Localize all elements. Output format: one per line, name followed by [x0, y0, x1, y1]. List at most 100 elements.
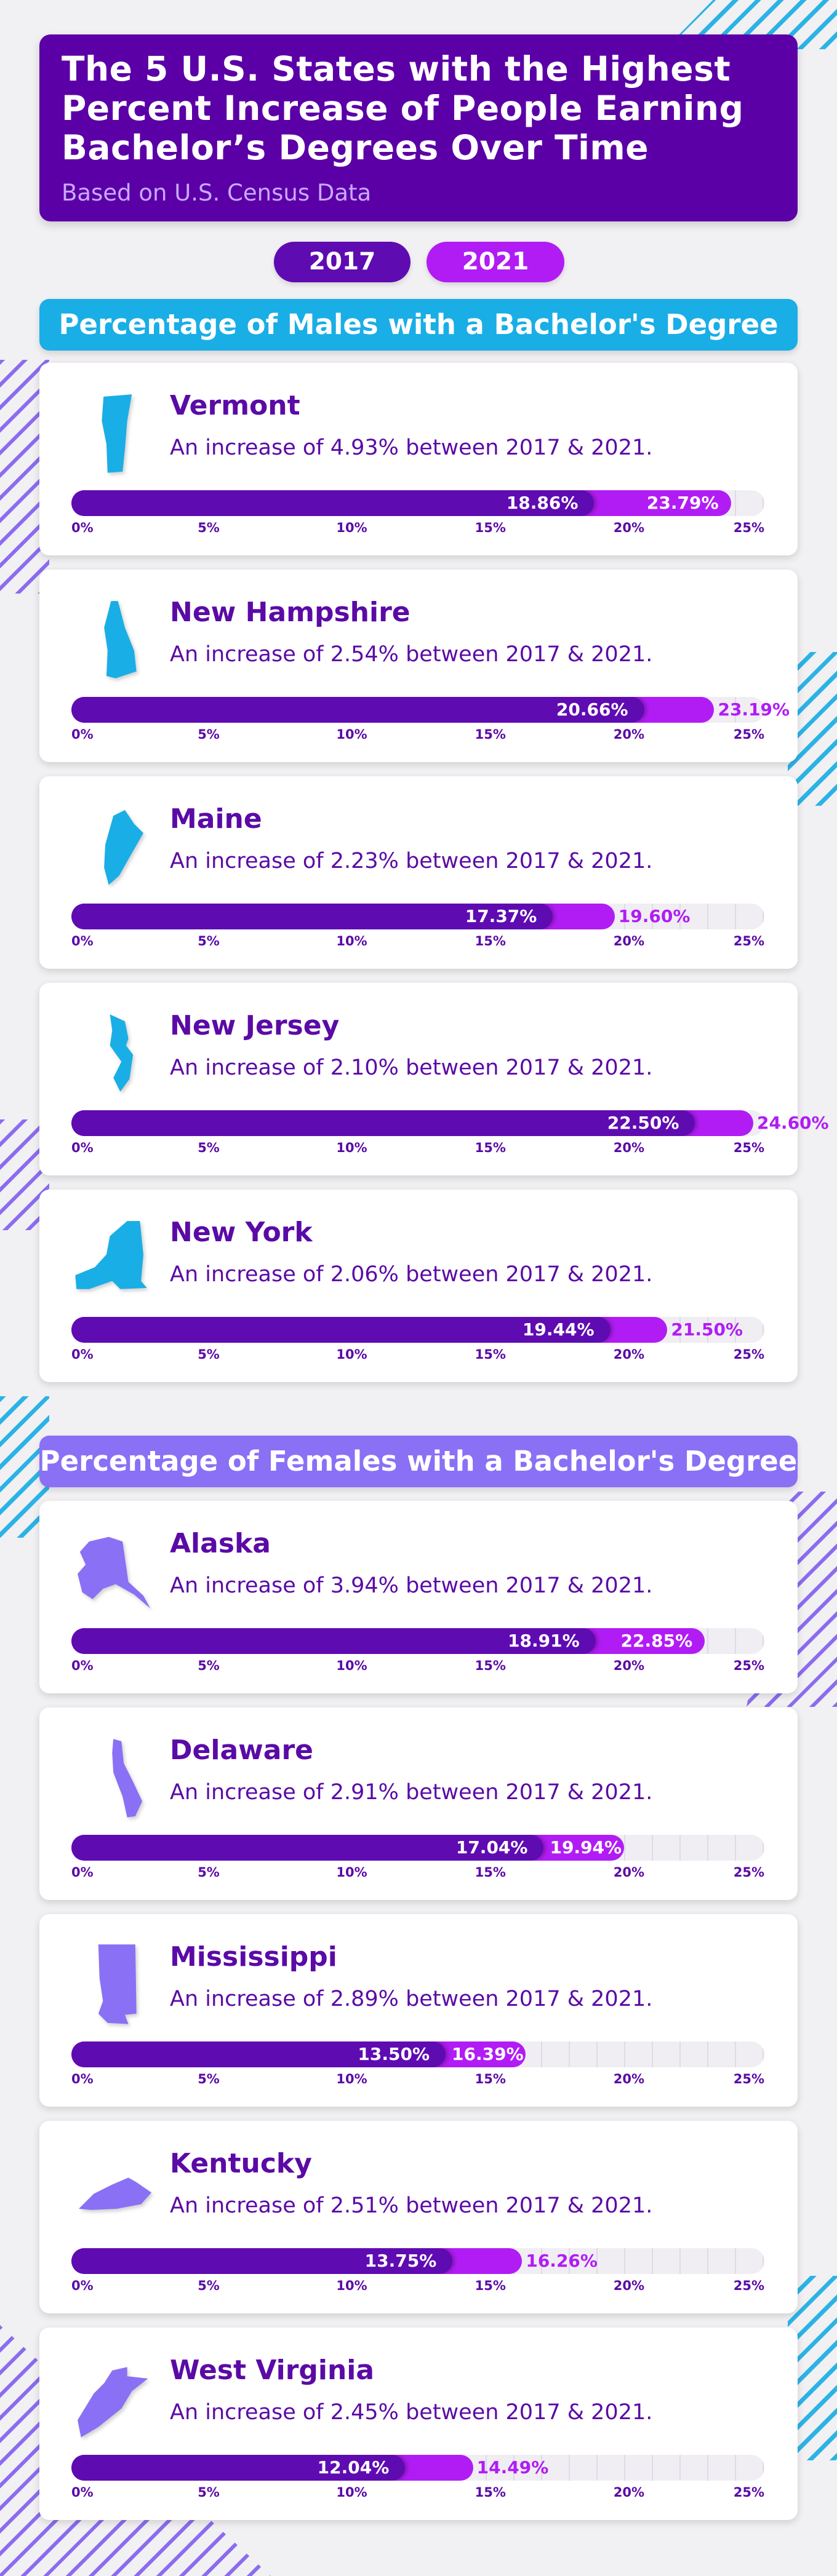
bar-track-clip [71, 1835, 764, 1861]
bar-track-clip [71, 1317, 764, 1343]
bar-2017 [71, 2248, 453, 2274]
bar-track-clip [71, 490, 764, 516]
tick-label: 10% [336, 934, 367, 948]
west-virginia-icon [69, 2351, 161, 2443]
tick-label: 15% [475, 1140, 506, 1155]
tick-label: 15% [475, 1865, 506, 1880]
females-section-title: Percentage of Females with a Bachelor's … [39, 1436, 798, 1487]
tick-label: 25% [733, 727, 764, 742]
state-card-new-hampshire: New Hampshire An increase of 2.54% betwee… [39, 570, 798, 762]
bar-2017 [71, 2041, 446, 2067]
tick-label: 5% [198, 934, 220, 948]
data-label-2017: 12.04% [317, 2457, 390, 2478]
data-label-2021: 19.94% [550, 1837, 622, 1858]
tick-label: 5% [198, 1140, 220, 1155]
tick-label: 20% [613, 520, 645, 535]
mississippi-icon [69, 1938, 161, 2030]
tick-label: 0% [71, 2485, 94, 2500]
maine-icon [69, 800, 161, 892]
data-label-2021: 21.50% [671, 1319, 743, 1340]
state-name: New Jersey [170, 1010, 340, 1041]
bar-2017 [71, 1835, 544, 1861]
x-axis-ticks: 0% 5% 10% 15% 20% 25% [71, 1347, 764, 1366]
tick-label: 0% [71, 1658, 94, 1673]
tick-label: 25% [733, 1865, 764, 1880]
new-york-icon [69, 1213, 161, 1305]
tick-label: 25% [733, 520, 764, 535]
increase-text: An increase of 2.45% between 2017 & 2021… [170, 2400, 653, 2425]
bar-track: 12.04% 14.49% [71, 2455, 764, 2481]
tick-label: 20% [613, 2485, 645, 2500]
tick-label: 20% [613, 2278, 645, 2293]
data-label-2021: 24.60% [756, 1113, 829, 1133]
tick-label: 0% [71, 934, 94, 948]
tick-label: 25% [733, 1140, 764, 1155]
tick-label: 15% [475, 2278, 506, 2293]
x-axis-ticks: 0% 5% 10% 15% 20% 25% [71, 727, 764, 745]
state-name: New York [170, 1217, 313, 1248]
increase-text: An increase of 2.06% between 2017 & 2021… [170, 1262, 653, 1287]
data-label-2021: 16.26% [526, 2251, 598, 2271]
bar-track-clip [71, 697, 764, 723]
tick-label: 20% [613, 1658, 645, 1673]
state-name: Kentucky [170, 2148, 312, 2179]
state-card-mississippi: Mississippi An increase of 2.89% between … [39, 1914, 798, 2107]
tick-label: 5% [198, 1347, 220, 1362]
x-axis-ticks: 0% 5% 10% 15% 20% 25% [71, 2278, 764, 2297]
increase-text: An increase of 2.54% between 2017 & 2021… [170, 642, 653, 667]
tick-label: 15% [475, 1347, 506, 1362]
data-label-2017: 20.66% [556, 699, 628, 720]
tick-label: 10% [336, 1658, 367, 1673]
bar-track-clip [71, 1628, 764, 1654]
tick-label: 20% [613, 1140, 645, 1155]
state-card-west-virginia: West Virginia An increase of 2.45% betwee… [39, 2328, 798, 2520]
state-card-new-jersey: New Jersey An increase of 2.10% between 2… [39, 983, 829, 1175]
tick-label: 20% [613, 2072, 645, 2086]
data-label-2021: 23.79% [646, 493, 719, 513]
bar-2017 [71, 490, 595, 516]
state-card-alaska: Alaska An increase of 3.94% between 2017 … [39, 1501, 798, 1693]
tick-label: 5% [198, 2278, 220, 2293]
bar-track: 19.44% 21.50% [71, 1317, 764, 1343]
bar-track: 17.04% 19.94% [71, 1835, 764, 1861]
data-label-2017: 18.86% [506, 493, 579, 513]
x-axis-ticks: 0% 5% 10% 15% 20% 25% [71, 1658, 764, 1677]
increase-text: An increase of 3.94% between 2017 & 2021… [170, 1573, 653, 1598]
state-name: Mississippi [170, 1941, 337, 1973]
tick-label: 5% [198, 1865, 220, 1880]
tick-label: 0% [71, 2278, 94, 2293]
tick-label: 20% [613, 727, 645, 742]
data-label-2021: 14.49% [476, 2457, 549, 2478]
state-card-new-york: New York An increase of 2.06% between 201… [39, 1190, 798, 1382]
data-label-2017: 22.50% [607, 1113, 679, 1133]
page-subtitle: Based on U.S. Census Data [62, 180, 372, 206]
data-label-2021: 22.85% [620, 1631, 693, 1651]
tick-label: 25% [733, 934, 764, 948]
page-header: The 5 U.S. States with the Highest Perce… [39, 34, 798, 221]
data-label-2017: 19.44% [522, 1319, 595, 1340]
state-card-vermont: Vermont An increase of 4.93% between 2017… [39, 363, 798, 555]
tick-label: 10% [336, 1347, 367, 1362]
tick-label: 0% [71, 2072, 94, 2086]
state-card-kentucky: Kentucky An increase of 2.51% between 201… [39, 2121, 798, 2313]
legend: 2017 2021 [0, 242, 837, 282]
bar-track-clip [71, 904, 764, 929]
page-title: The 5 U.S. States with the Highest Perce… [62, 49, 775, 167]
x-axis-ticks: 0% 5% 10% 15% 20% 25% [71, 520, 764, 539]
tick-label: 5% [198, 2072, 220, 2086]
new-hampshire-icon [69, 593, 161, 685]
tick-label: 10% [336, 1865, 367, 1880]
state-name: West Virginia [170, 2355, 375, 2386]
legend-2017: 2017 [274, 242, 410, 282]
tick-label: 20% [613, 1865, 645, 1880]
state-card-maine: Maine An increase of 2.23% between 2017 &… [39, 776, 798, 969]
title-line-3: Bachelor’s Degrees Over Time [62, 128, 649, 167]
state-name: Vermont [170, 390, 300, 421]
data-label-2021: 16.39% [452, 2044, 524, 2064]
tick-label: 25% [733, 2278, 764, 2293]
tick-label: 0% [71, 520, 94, 535]
tick-label: 0% [71, 727, 94, 742]
alaska-icon [69, 1524, 161, 1616]
data-label-2017: 13.75% [364, 2251, 437, 2271]
tick-label: 25% [733, 1347, 764, 1362]
